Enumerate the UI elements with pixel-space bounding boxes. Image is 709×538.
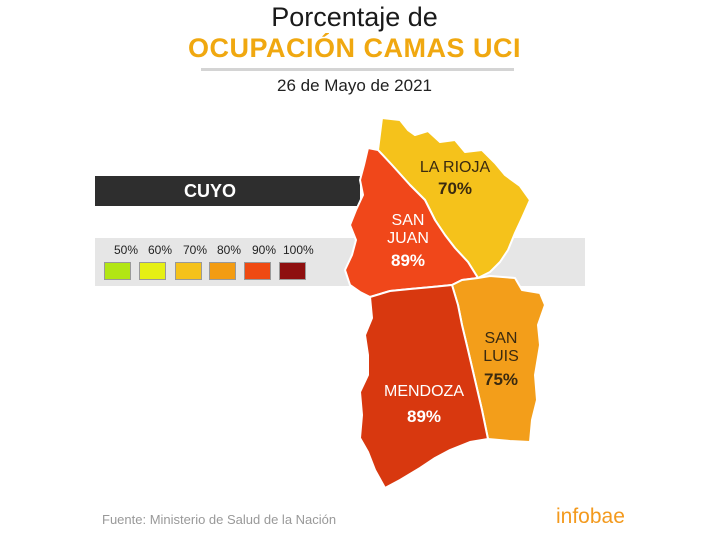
- source-note: Fuente: Ministerio de Salud de la Nación: [102, 512, 337, 527]
- san-luis-value: 75%: [483, 370, 519, 389]
- la-rioja-name: LA RIOJA: [419, 159, 491, 176]
- title-line1: Porcentaje de: [271, 2, 438, 32]
- la-rioja-value: 70%: [437, 179, 473, 198]
- legend-swatch-60: [139, 262, 166, 280]
- mendoza-value: 89%: [406, 407, 442, 426]
- legend-label-70: 70%: [183, 243, 208, 257]
- legend-label-100: 100%: [283, 243, 314, 257]
- legend-swatch-100: [279, 262, 306, 280]
- region-label: CUYO: [183, 181, 236, 201]
- san-luis-name-line1: SAN: [484, 330, 518, 347]
- san-juan-name-line2: JUAN: [387, 230, 429, 247]
- legend-swatch-90: [244, 262, 271, 280]
- infobae-logo[interactable]: infobae: [556, 505, 625, 528]
- legend-label-60: 60%: [148, 243, 173, 257]
- mendoza-region[interactable]: [359, 284, 489, 489]
- title-divider: [201, 68, 514, 71]
- san-juan-name-line1: SAN: [391, 212, 425, 229]
- title-line2: OCUPACIÓN CAMAS UCI: [188, 33, 521, 63]
- legend-swatch-80: [209, 262, 236, 280]
- legend-label-50: 50%: [114, 243, 139, 257]
- mendoza-name: MENDOZA: [384, 383, 464, 400]
- san-juan-value: 89%: [390, 251, 426, 270]
- legend-swatch-70: [175, 262, 202, 280]
- san-luis-name-line2: LUIS: [483, 348, 519, 365]
- date-label: 26 de Mayo de 2021: [276, 76, 432, 95]
- region-bar: [95, 176, 360, 206]
- legend-swatch-50: [104, 262, 131, 280]
- legend-label-80: 80%: [217, 243, 242, 257]
- legend-label-90: 90%: [252, 243, 277, 257]
